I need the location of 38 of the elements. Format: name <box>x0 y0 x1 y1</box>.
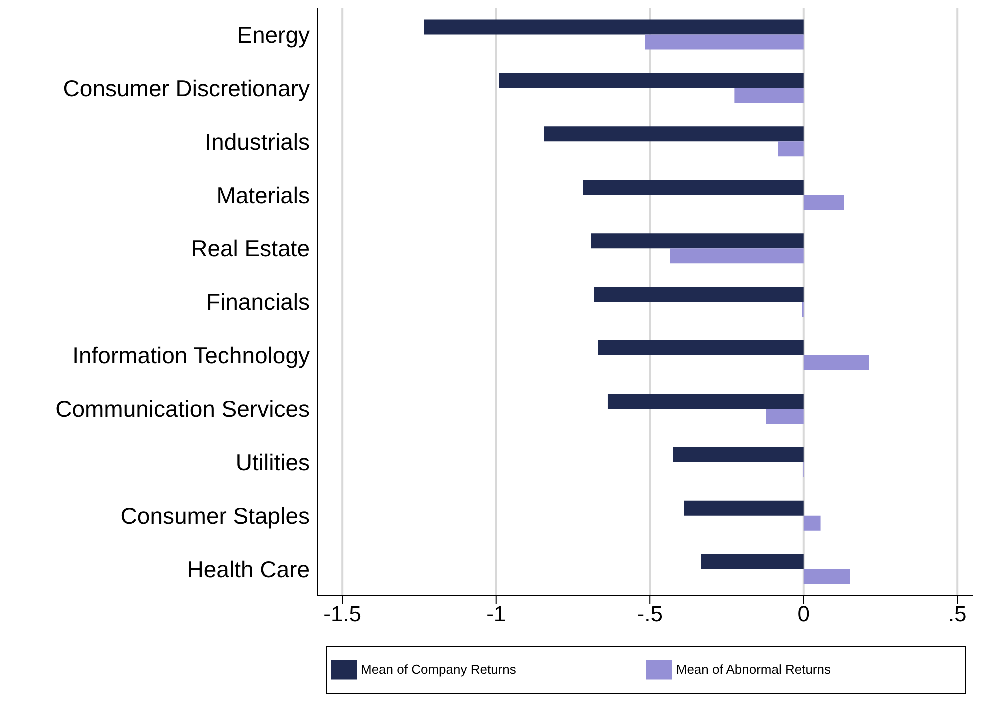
legend-label: Mean of Abnormal Returns <box>676 662 831 678</box>
x-tick-label: -.5 <box>637 602 663 627</box>
y-tick-label: Materials <box>216 182 310 208</box>
x-tick-label: -1 <box>486 602 506 627</box>
bar <box>804 569 850 584</box>
bar <box>583 180 804 196</box>
legend-label: Mean of Company Returns <box>361 662 516 678</box>
bar <box>544 126 804 142</box>
x-tick-label: 0 <box>798 602 810 627</box>
y-tick-label: Utilities <box>236 450 310 476</box>
y-tick-label: Industrials <box>205 128 310 155</box>
bar <box>778 142 804 157</box>
x-tick-label: -1.5 <box>324 602 362 627</box>
y-tick-label: Energy <box>237 22 310 48</box>
bar <box>804 355 870 370</box>
bar <box>608 394 804 409</box>
bar <box>684 500 804 516</box>
bar <box>598 340 804 356</box>
bar <box>804 516 821 531</box>
y-tick-label: Consumer Staples <box>120 502 310 529</box>
bar <box>734 88 804 104</box>
y-tick-label: Consumer Discretionary <box>63 75 310 102</box>
x-tick-label: .5 <box>948 602 967 627</box>
bar <box>701 554 804 570</box>
bar <box>670 248 804 264</box>
bar <box>804 195 844 210</box>
bar <box>594 287 804 302</box>
bar <box>673 447 804 462</box>
bar <box>766 408 804 424</box>
bar <box>646 34 804 50</box>
bar <box>424 20 804 35</box>
y-tick-label: Real Estate <box>191 236 310 262</box>
bar <box>591 234 804 249</box>
bar <box>499 73 804 88</box>
y-tick-label: Health Care <box>187 556 310 582</box>
y-tick-label: Financials <box>206 289 310 316</box>
y-tick-label: Information Technology <box>72 342 310 369</box>
y-tick-label: Communication Services <box>56 396 310 422</box>
